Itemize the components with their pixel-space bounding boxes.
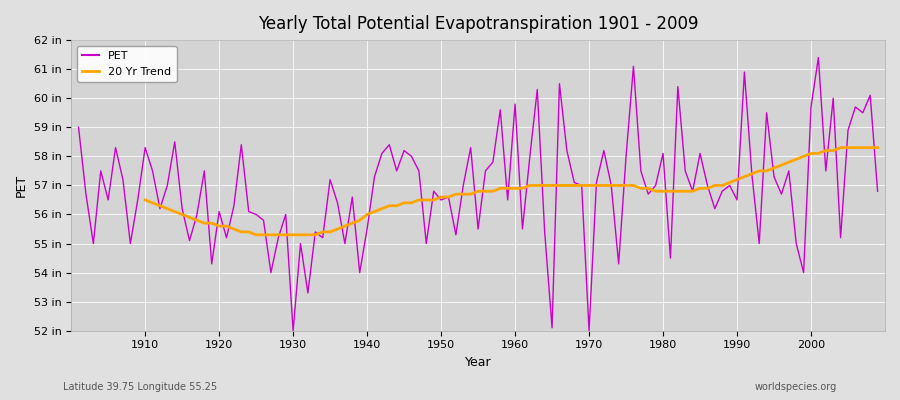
Text: Latitude 39.75 Longitude 55.25: Latitude 39.75 Longitude 55.25 — [63, 382, 217, 392]
X-axis label: Year: Year — [464, 356, 491, 369]
Y-axis label: PET: PET — [15, 174, 28, 197]
Title: Yearly Total Potential Evapotranspiration 1901 - 2009: Yearly Total Potential Evapotranspiratio… — [257, 15, 698, 33]
Text: worldspecies.org: worldspecies.org — [755, 382, 837, 392]
Legend: PET, 20 Yr Trend: PET, 20 Yr Trend — [76, 46, 176, 82]
